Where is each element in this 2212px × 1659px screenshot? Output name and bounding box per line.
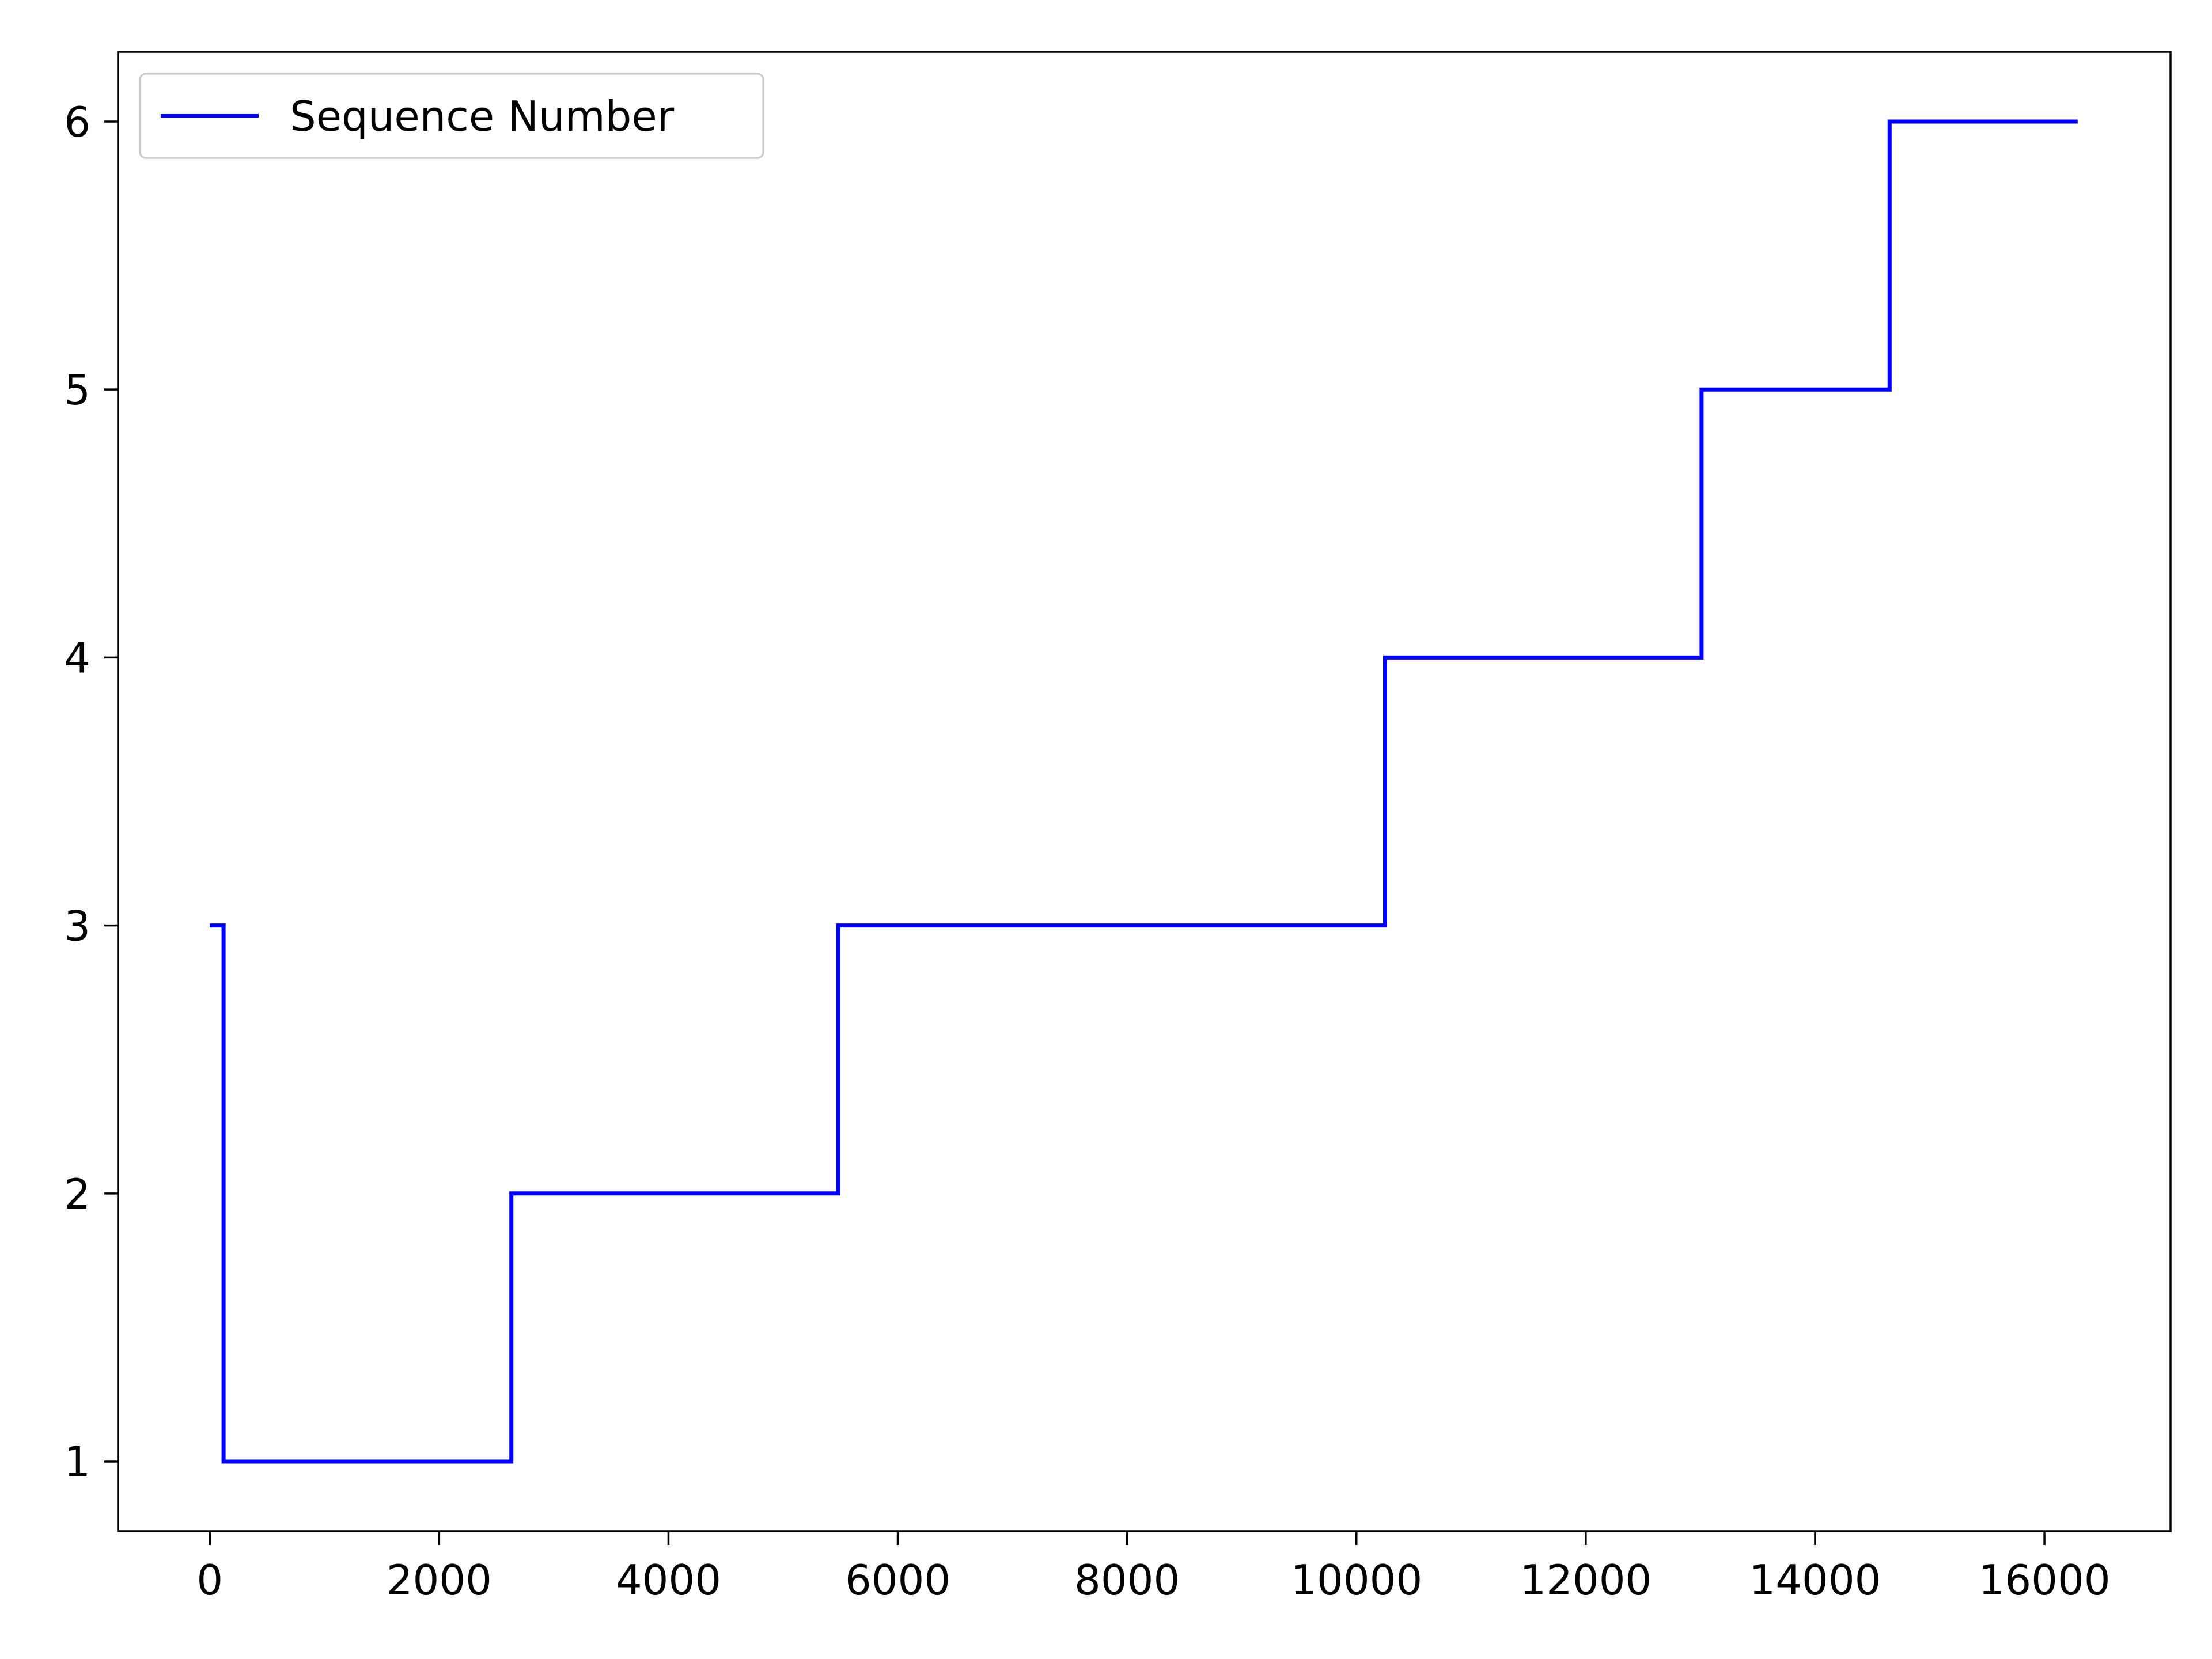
series-layer <box>210 119 2078 1464</box>
x-tick-label: 2000 <box>387 1556 492 1604</box>
legend: Sequence Number <box>139 73 764 159</box>
x-tick-label: 4000 <box>616 1556 721 1604</box>
y-tick-label: 1 <box>64 1438 90 1486</box>
y-tick-label: 5 <box>64 366 90 414</box>
legend-box <box>139 73 764 159</box>
y-tick-label: 3 <box>64 902 90 950</box>
axes-frame <box>117 51 2172 1532</box>
x-tick-label: 6000 <box>845 1556 950 1604</box>
series-line-sequence-number <box>210 119 2078 1464</box>
plot-area <box>118 52 2171 1531</box>
y-tick-label: 6 <box>64 98 90 146</box>
ticks-layer: 0 2000 4000 6000 8000 10000 12000 14000 16000 1 2 3… <box>64 98 2110 1604</box>
x-tick-label: 10000 <box>1290 1556 1422 1604</box>
x-tick-label: 0 <box>196 1556 223 1604</box>
x-tick-label: 14000 <box>1749 1556 1881 1604</box>
y-tick-label: 2 <box>64 1170 90 1218</box>
legend-label-sequence-number: Sequence Number <box>290 92 675 141</box>
x-tick-label: 8000 <box>1074 1556 1180 1604</box>
x-tick-label: 12000 <box>1520 1556 1652 1604</box>
y-tick-label: 4 <box>64 634 90 682</box>
x-tick-label: 16000 <box>1979 1556 2111 1604</box>
